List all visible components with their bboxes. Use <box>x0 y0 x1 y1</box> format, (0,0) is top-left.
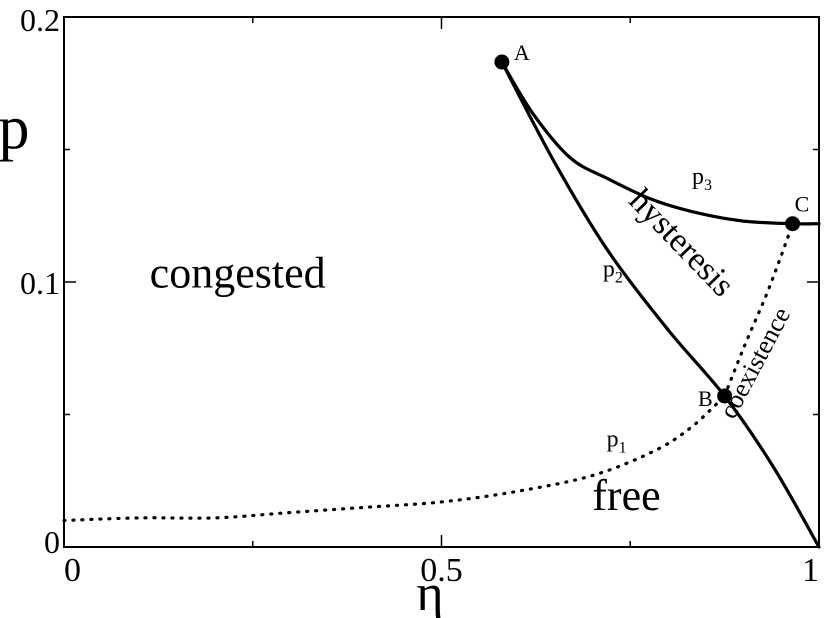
series-p1 <box>62 394 727 523</box>
y-axis-label: p <box>0 94 30 162</box>
point-C <box>785 216 801 232</box>
y-tick-label: 0.1 <box>20 265 60 301</box>
critical-points: A B C <box>494 40 809 411</box>
axis-tick-labels: 0 0.5 1 0 0.1 0.2 <box>20 2 819 589</box>
point-A <box>494 54 510 70</box>
annotation-p3: p3 <box>692 164 712 194</box>
point-label-A: A <box>514 40 530 65</box>
x-tick-label: 1 <box>802 552 819 589</box>
y-tick-label: 0 <box>44 524 60 560</box>
x-tick-label: 0 <box>64 552 81 589</box>
x-axis-label: η <box>416 565 443 618</box>
point-label-B: B <box>698 386 713 411</box>
annotation-p2: p2 <box>603 257 623 287</box>
annotation-free: free <box>592 471 660 520</box>
annotation-hysteresis: hysteresis <box>622 182 742 304</box>
series-p2 <box>500 60 821 549</box>
point-label-C: C <box>795 192 810 217</box>
y-tick-label: 0.2 <box>20 2 60 38</box>
annotation-congested: congested <box>150 248 326 297</box>
point-B <box>717 388 733 404</box>
series-coexistence-boundary <box>723 222 795 398</box>
series-p3 <box>500 60 821 226</box>
x-tick-label: 0.5 <box>420 552 463 589</box>
phase-curves <box>62 60 821 549</box>
annotation-p1: p1 <box>607 426 627 456</box>
axis-ticks <box>63 16 820 548</box>
